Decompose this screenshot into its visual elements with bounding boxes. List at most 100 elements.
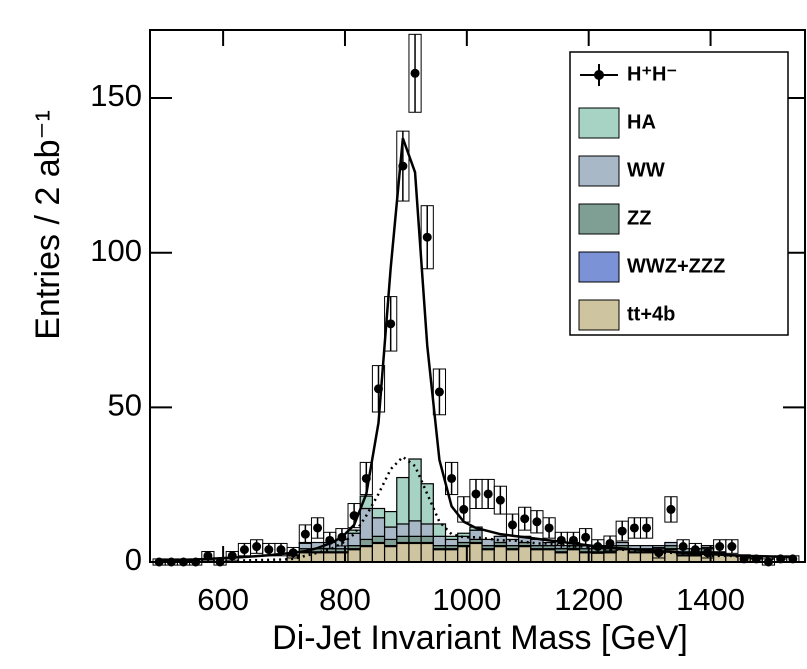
x-tick-label: 800 [319,582,371,617]
stack-bar [432,523,447,537]
data-point-box [603,535,617,552]
stack-bar [432,549,447,563]
stack-bar [469,542,483,563]
data-point [642,523,652,533]
data-point [337,532,347,542]
data-point-box [445,461,459,496]
data-point-box [335,528,349,547]
legend-marker [594,70,604,80]
stack-bar [639,552,654,563]
stack-bar [371,507,386,519]
stack-bar [420,542,434,563]
data-point [593,542,603,552]
legend-label: WW [627,159,665,181]
stack-bar [371,535,386,544]
legend-swatch [578,251,620,283]
legend: H⁺H⁻ HA WW ZZ WWZ+ZZZ tt+4b [569,51,789,336]
data-point [629,523,639,533]
data-point [398,161,408,171]
stack-bar [420,535,434,544]
data-point-box [579,528,593,547]
stack-bar [371,542,386,563]
stack-bar [396,542,410,563]
x-tick-label: 600 [197,582,249,617]
stack-bar [383,526,398,541]
data-point-box [432,368,447,416]
y-tick-label: 100 [90,233,142,268]
stack-bar [408,542,422,563]
data-point [325,535,335,545]
stack-bar [335,552,349,563]
data-point [434,387,444,397]
data-point [447,473,457,483]
data-point [605,538,615,548]
data-point [349,511,359,521]
data-point [410,68,420,78]
data-point [532,517,542,527]
legend-label: tt+4b [627,303,675,325]
data-point [727,542,737,552]
stack-bar [444,538,459,547]
data-point-box [359,461,373,496]
stack-bar [432,535,447,547]
stack-bar [408,458,422,522]
stack-bar [396,535,410,544]
y-axis-title: Entries / 2 ab⁻¹ [29,110,67,340]
legend-label: WWZ+ZZZ [627,255,725,277]
stack-bar [383,545,398,563]
legend-swatch [578,107,620,139]
data-point [654,548,664,558]
legend-swatch [578,299,620,331]
data-point [239,545,249,555]
stack-bar [542,549,556,563]
data-point [264,545,274,555]
data-point [495,495,505,505]
data-point-box [542,517,556,539]
y-tick-label: 50 [108,388,142,423]
data-point [666,504,676,514]
data-point [678,542,688,552]
stack-bar [347,549,361,563]
data-point [361,473,371,483]
data-point [581,532,591,542]
data-point [313,523,323,533]
stack-bar [444,535,459,541]
data-point [386,319,396,329]
data-point [300,529,310,539]
stack-bar [323,552,337,563]
stack-bar [578,552,593,563]
legend-label: HA [627,111,656,133]
data-point-box [384,296,398,352]
data-point [520,514,530,524]
data-point-box [420,205,434,270]
stack-bar [359,538,373,547]
legend-swatch [578,155,620,187]
data-point-box [493,485,507,515]
data-point [422,232,432,242]
data-point-box [286,546,300,559]
y-tick-label: 150 [90,78,142,113]
stack-bar [408,520,422,537]
stack-bar [518,545,532,563]
stack-bar [408,535,422,544]
data-point [483,489,493,499]
data-point-box [457,496,471,523]
data-point [276,545,286,555]
stack-bar [310,552,325,563]
stack-bar [457,545,471,563]
stack-bar [457,532,471,537]
stack-bar [359,507,373,541]
stack-bar [664,541,678,547]
data-point-box [408,33,422,113]
data-point [288,548,298,558]
data-point [508,520,518,530]
stack-bar [383,510,398,528]
stack-bar [530,549,544,563]
legend-label: ZZ [627,207,651,229]
data-point [690,545,700,555]
data-point [568,535,578,545]
data-point [459,504,469,514]
y-tick-label: 0 [125,542,142,577]
x-tick-label: 1000 [432,582,501,617]
